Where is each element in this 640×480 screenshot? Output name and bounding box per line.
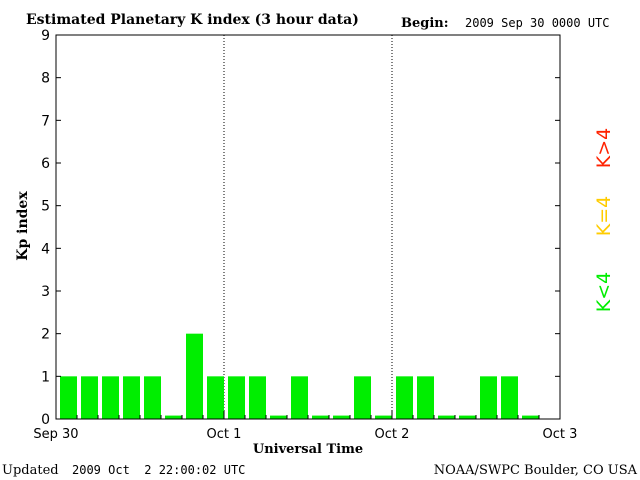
x-tick-label: Sep 30 xyxy=(33,427,78,442)
x-tick-label: Oct 1 xyxy=(207,427,242,442)
x-axis-label: Universal Time xyxy=(253,442,363,457)
kp-bar xyxy=(354,376,371,419)
bars-group xyxy=(60,333,539,419)
kp-bar xyxy=(333,415,350,419)
kp-bar xyxy=(228,376,245,419)
kp-bar xyxy=(144,376,161,419)
y-tick-label: 8 xyxy=(41,71,50,87)
kp-bar xyxy=(81,376,98,419)
plot-background xyxy=(56,35,560,419)
kp-bar xyxy=(480,376,497,419)
kp-bar xyxy=(270,415,287,419)
updated-value: 2009 Oct 2 22:00:02 UTC xyxy=(72,463,245,477)
kp-bar xyxy=(459,415,476,419)
kp-bar xyxy=(438,415,455,419)
kp-bar xyxy=(522,415,539,419)
kp-bar xyxy=(102,376,119,419)
y-tick-label: 6 xyxy=(41,156,50,172)
legend-high: K>4 xyxy=(593,128,615,168)
y-tick-label: 9 xyxy=(41,28,50,44)
y-tick-label: 7 xyxy=(41,113,50,129)
kp-bar xyxy=(123,376,140,419)
kp-bar xyxy=(501,376,518,419)
kp-bar xyxy=(165,415,182,419)
kp-bar xyxy=(291,376,308,419)
x-tick-label: Oct 3 xyxy=(543,427,578,442)
y-tick-label: 1 xyxy=(41,369,50,385)
x-tick-label: Oct 2 xyxy=(375,427,410,442)
begin-label: Begin: xyxy=(401,16,449,31)
kp-bar xyxy=(312,415,329,419)
kp-bar xyxy=(207,376,224,419)
y-axis-label: Kp index xyxy=(15,191,31,261)
kp-bar xyxy=(375,415,392,419)
y-tick-label: 0 xyxy=(41,412,50,428)
axes-group: 0 1 2 3 4 5 6 7 8 9 Sep 30 Oct 1 Oct 2 Oct 3 xyxy=(33,28,577,442)
legend-low: K<4 xyxy=(593,272,615,312)
source-credit: NOAA/SWPC Boulder, CO USA xyxy=(434,463,638,478)
y-tick-label: 4 xyxy=(41,241,50,257)
y-tick-label: 2 xyxy=(41,327,50,343)
y-tick-label: 5 xyxy=(41,199,50,215)
begin-value: 2009 Sep 30 0000 UTC xyxy=(465,16,610,30)
kp-bar xyxy=(60,376,77,419)
kp-bar xyxy=(186,333,203,419)
plot-area xyxy=(56,35,560,419)
chart-title: Estimated Planetary K index (3 hour data… xyxy=(26,12,359,28)
kp-bar xyxy=(417,376,434,419)
y-tick-label: 3 xyxy=(41,284,50,300)
kp-bar xyxy=(396,376,413,419)
kp-bar xyxy=(249,376,266,419)
legend-mid: K=4 xyxy=(593,196,615,236)
updated-label: Updated xyxy=(2,463,59,478)
